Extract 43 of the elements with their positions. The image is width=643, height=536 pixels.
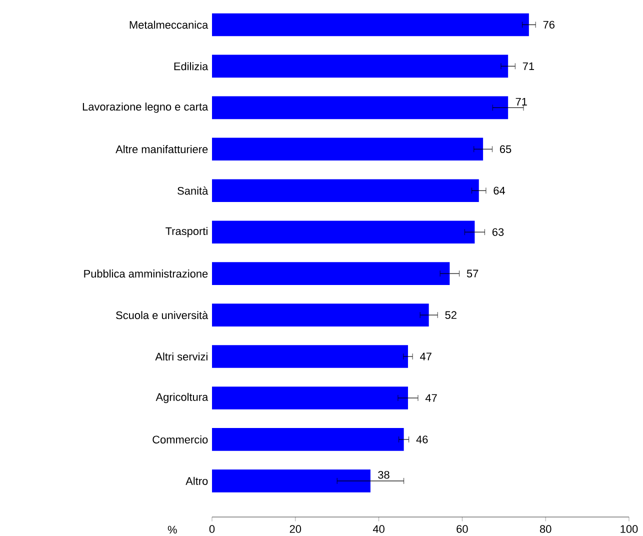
bar (212, 179, 479, 202)
y-tick-label: Altri servizi (155, 352, 208, 361)
data-label: 63 (492, 228, 504, 236)
data-label: 46 (416, 436, 428, 444)
y-tick-label: Sanità (178, 186, 208, 195)
data-label: 47 (425, 394, 437, 402)
bar (212, 345, 408, 368)
data-label: 71 (522, 62, 534, 70)
y-tick-label: Edilizia (174, 62, 208, 70)
y-tick-label: Trasporti (166, 226, 208, 238)
data-label: 57 (466, 270, 478, 278)
x-tick-label: 20 (290, 525, 302, 533)
y-tick-label: Scuola e università (116, 310, 208, 320)
bar (212, 138, 484, 161)
bar (212, 470, 370, 492)
y-tick-label: Lavorazione legno e carta (82, 102, 208, 113)
data-label: 64 (494, 186, 506, 195)
bar (212, 262, 450, 285)
y-tick-label: Altro (186, 476, 208, 485)
data-label: 65 (500, 145, 512, 154)
y-tick-label: Agricoltura (156, 392, 208, 404)
bar (212, 386, 408, 410)
bar (212, 428, 404, 451)
bar (212, 13, 529, 36)
bar (212, 96, 508, 120)
x-tick-label: 100 (620, 525, 638, 533)
data-label: 71 (516, 98, 527, 106)
data-label: 52 (445, 311, 456, 319)
x-tick-label: 0 (209, 525, 215, 533)
x-tick-label: 60 (456, 525, 468, 533)
x-tick-label: 40 (372, 525, 384, 533)
x-tick-label: 80 (540, 525, 552, 533)
y-tick-label: Metalmeccanica (130, 20, 208, 29)
y-tick-label: Commercio (152, 435, 208, 444)
data-label: 76 (543, 20, 554, 29)
y-tick-label: Pubblica amministrazione (84, 270, 208, 278)
y-tick-label: Altre manifatturiere (116, 145, 208, 154)
data-label: 47 (420, 352, 432, 360)
bar (212, 220, 475, 244)
bar (212, 304, 429, 326)
bar (212, 54, 508, 78)
x-axis-title: % (168, 526, 177, 534)
data-label: 38 (378, 470, 390, 479)
